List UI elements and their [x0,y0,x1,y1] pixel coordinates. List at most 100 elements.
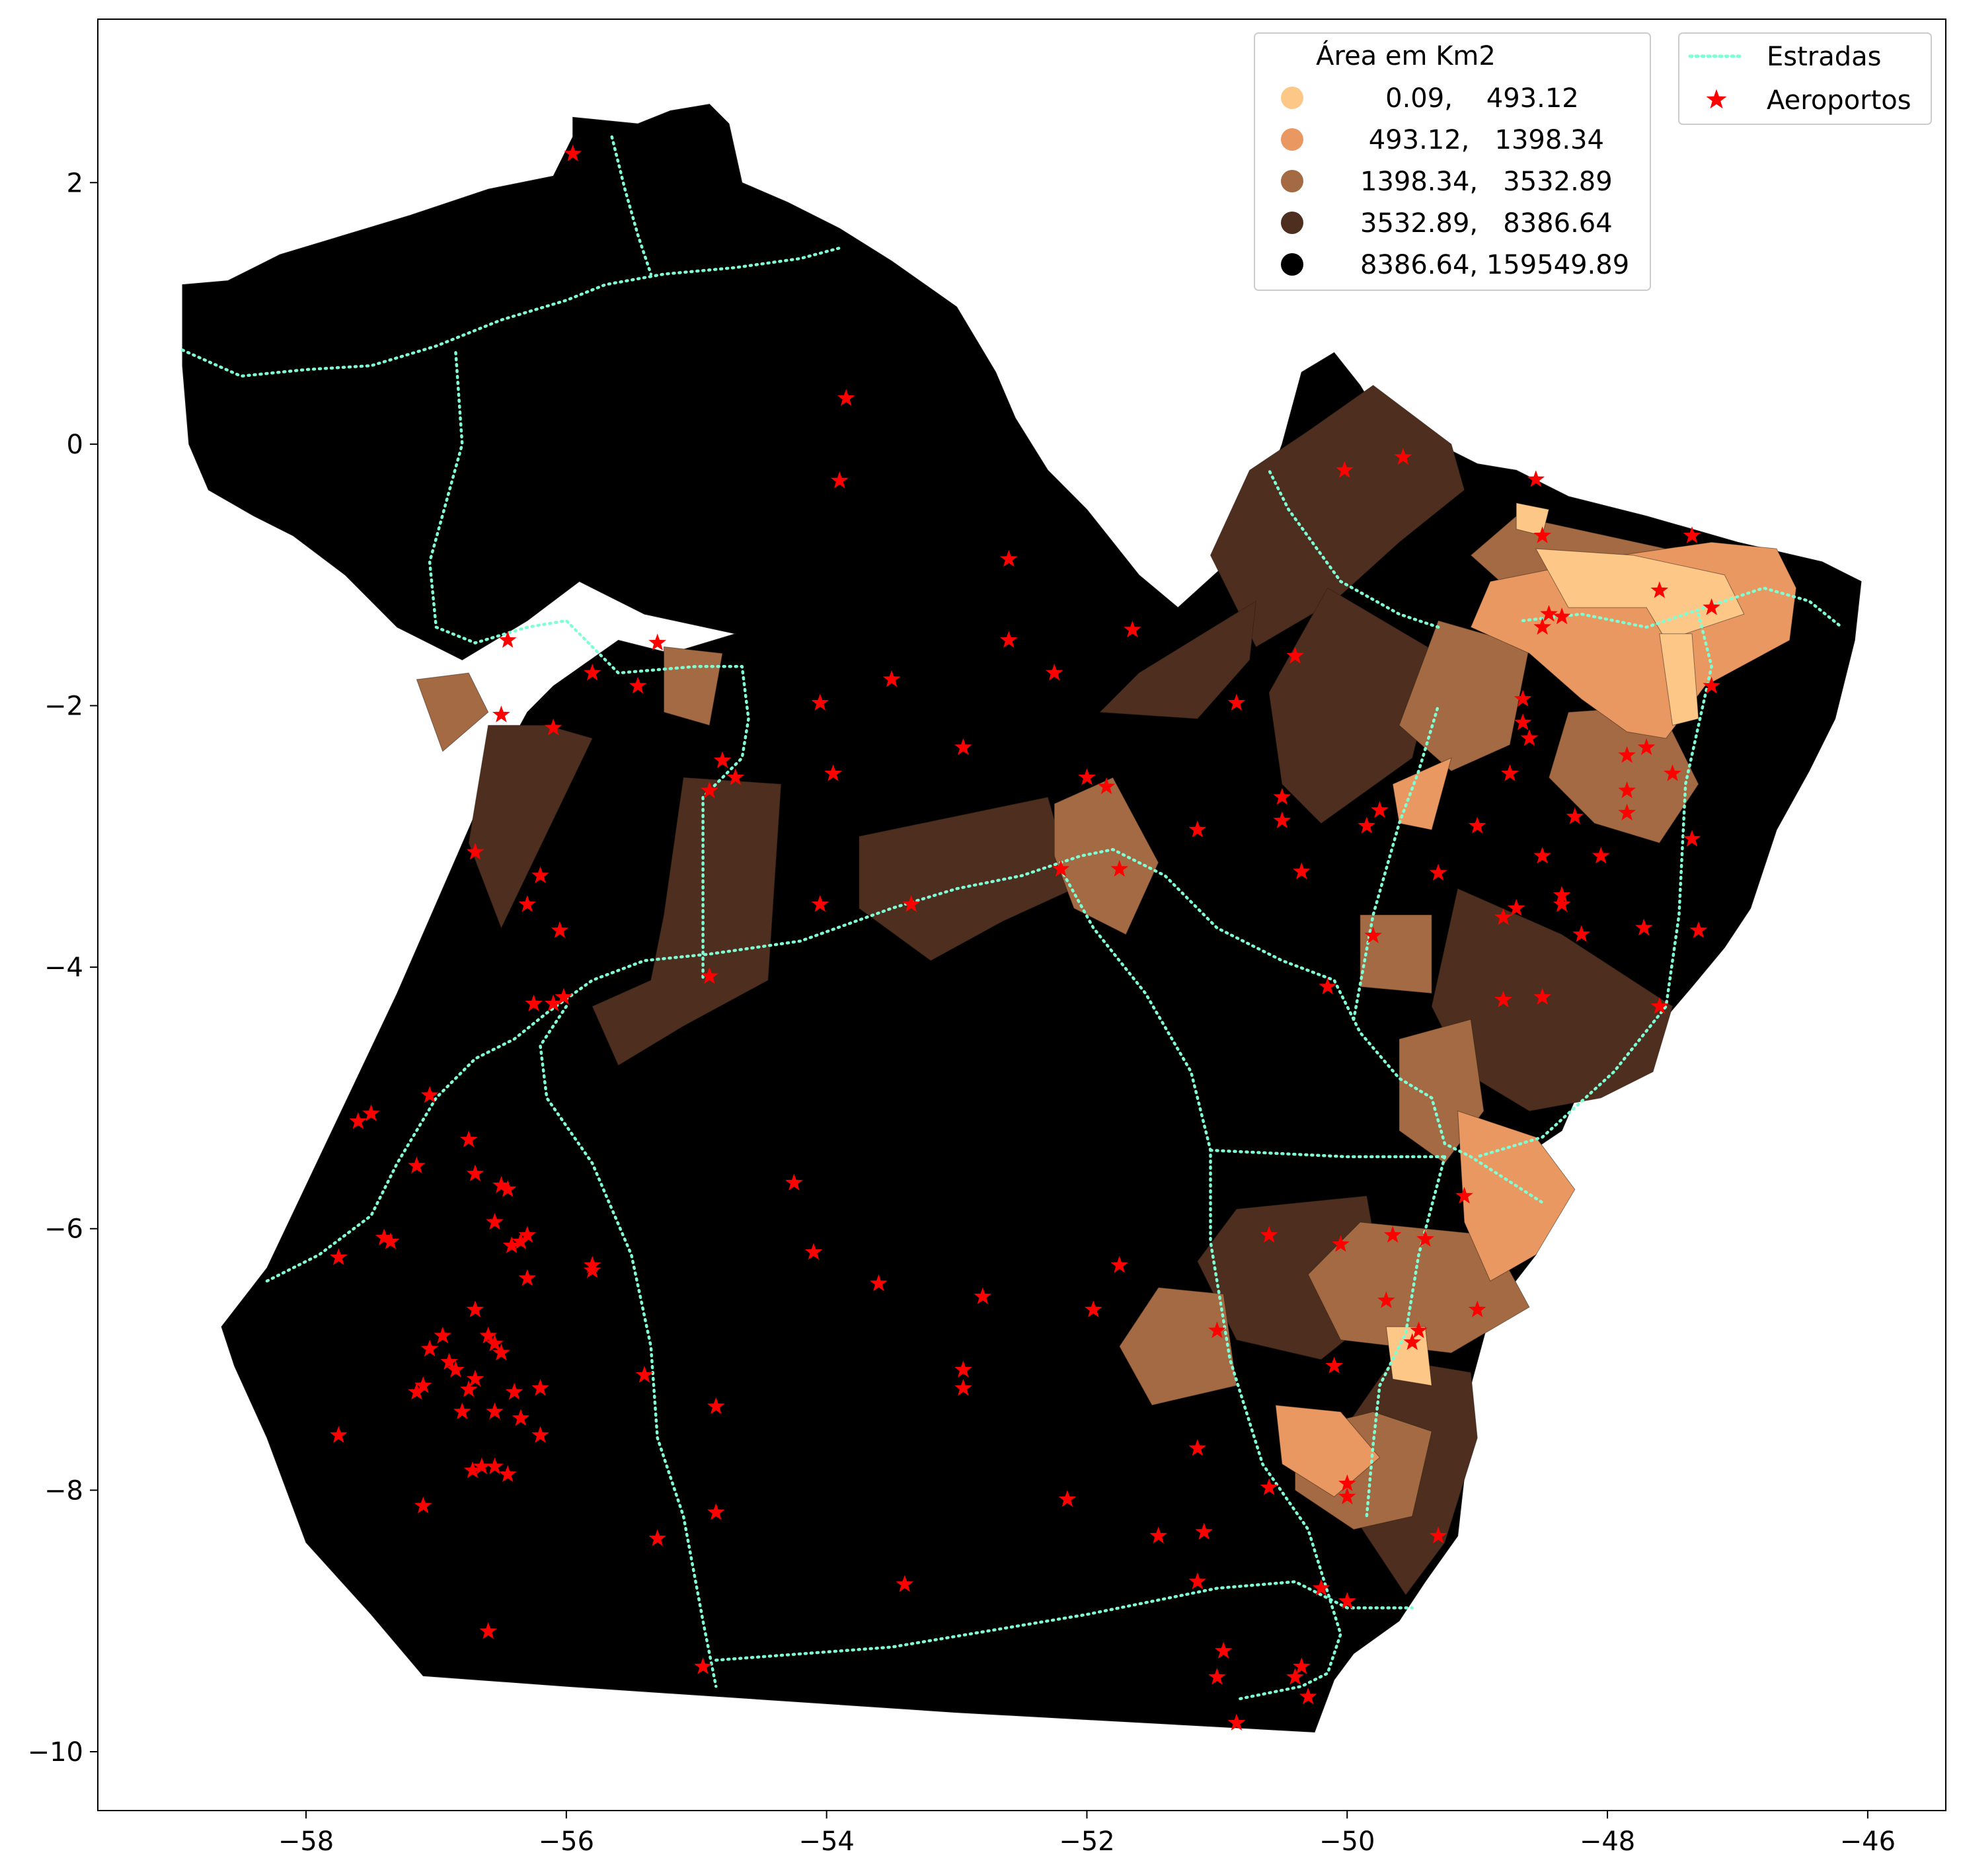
airport-marker [459,1130,478,1148]
airport-marker [1703,676,1720,694]
airport-marker [1618,803,1636,821]
airport-marker [1208,1668,1226,1685]
airport-marker [512,1232,530,1249]
airport-marker [564,144,582,162]
area-class-label: 493.12, 1398.34 [1360,125,1604,155]
airport-marker [870,1274,888,1292]
area-legend-title: Área em Km2 [1316,40,1496,71]
airport-marker [1208,1321,1226,1339]
airport-marker [1110,859,1129,877]
airport-marker [492,1343,510,1361]
airport-marker [1292,862,1311,880]
y-tick-label: −8 [44,1475,83,1506]
airport-marker [1520,728,1539,746]
area-legend-item: 0.09, 493.12 [1281,83,1579,114]
area-legend-item: 8386.64, 159549.89 [1281,250,1629,280]
airport-marker [1325,1356,1343,1374]
airport-marker [1689,921,1708,939]
airport-marker [1358,816,1376,834]
airport-marker [1338,1474,1356,1491]
airport-marker [1383,1226,1402,1243]
roads-legend-label: Estradas [1767,42,1882,72]
airport-marker [440,1352,458,1370]
airport-marker [811,895,829,912]
airport-marker [544,994,562,1011]
airport-marker [1084,1300,1102,1317]
airport-marker [1429,1526,1447,1544]
airport-marker [1188,820,1207,838]
airport-marker [466,1300,484,1317]
airport-marker [1507,899,1525,916]
airport-marker [1335,461,1354,478]
airport-marker [1572,925,1591,943]
airport-marker [466,1164,484,1182]
airport-marker [1149,1526,1168,1544]
airport-marker [1514,689,1532,707]
airport-marker [1637,738,1656,756]
airport-marker [486,1334,504,1352]
airport-marker [1429,863,1447,881]
airport-marker [1664,764,1681,781]
road-line [1209,1148,1447,1159]
area-class-marker [1281,212,1303,234]
airport-marker [375,1228,393,1245]
area-class-marker [1281,87,1303,109]
municipality-region [592,777,782,1066]
airport-marker [1683,830,1701,847]
road-line [1059,867,1342,1701]
airport-marker [486,1457,504,1475]
x-axis: −58 −56 −54 −52 −50 −48 −46 [278,1811,1896,1857]
airport-marker [525,994,543,1011]
municipality-area-layer [416,385,1797,1596]
airports-layer [329,144,1720,1731]
airport-marker [707,1503,725,1520]
airport-marker [420,1085,439,1103]
airport-marker [434,1326,452,1344]
y-tick-label: 0 [67,430,83,460]
airport-marker [1214,1641,1233,1659]
airport-marker [726,768,745,785]
airport-marker [1332,1235,1350,1252]
airport-marker [1553,886,1571,903]
municipality-region [1385,1326,1432,1386]
airport-marker [583,664,601,681]
airport-marker [954,738,972,756]
airport-marker [544,719,562,736]
airport-marker [453,1402,471,1420]
airport-marker [329,1248,348,1265]
airport-marker [1683,526,1701,543]
area-class-label: 8386.64, 159549.89 [1360,250,1629,280]
airport-marker [512,1409,530,1426]
area-legend-box [1254,32,1651,291]
airport-marker [707,1397,725,1415]
airport-marker [837,389,855,406]
airport-marker [518,1226,537,1243]
airport-marker [447,1360,465,1378]
airport-marker [1364,926,1382,943]
municipality-region [1098,600,1257,719]
airport-marker [492,705,510,723]
airport-marker [1227,1713,1246,1731]
airport-marker [648,1529,667,1546]
municipality-region [1392,757,1452,830]
road-line [1521,586,1843,629]
airport-marker [329,1426,348,1443]
airport-marker [531,866,549,884]
airport-marker [479,1326,498,1344]
municipality-region [1210,385,1465,648]
plot-frame [97,19,1946,1811]
airport-marker [1703,598,1720,615]
airport-marker [1286,1668,1304,1685]
airport-marker [954,1379,972,1396]
airport-marker [1110,1256,1129,1273]
x-tick-label: −50 [1319,1826,1375,1857]
road-line [610,135,653,276]
road-line [180,246,841,378]
airports-legend-label: Aeroportos [1767,85,1911,116]
airport-marker [459,1380,478,1397]
airport-marker [1377,1291,1395,1308]
airport-marker [1494,990,1512,1007]
map-layer [180,104,1862,1733]
airport-marker [518,1269,537,1286]
